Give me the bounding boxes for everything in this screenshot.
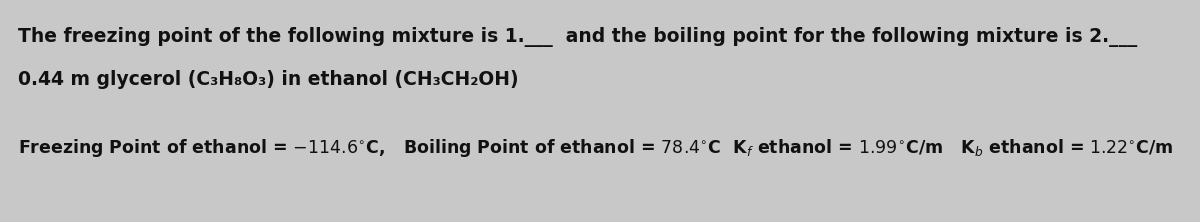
Text: Freezing Point of ethanol = $-114.6^{\circ}$C,   Boiling Point of ethanol = $78.: Freezing Point of ethanol = $-114.6^{\ci… (18, 137, 1174, 159)
Text: The freezing point of the following mixture is 1.___  and the boiling point for : The freezing point of the following mixt… (18, 27, 1138, 47)
Text: 0.44 m glycerol (C₃H₈O₃) in ethanol (CH₃CH₂OH): 0.44 m glycerol (C₃H₈O₃) in ethanol (CH₃… (18, 70, 518, 89)
